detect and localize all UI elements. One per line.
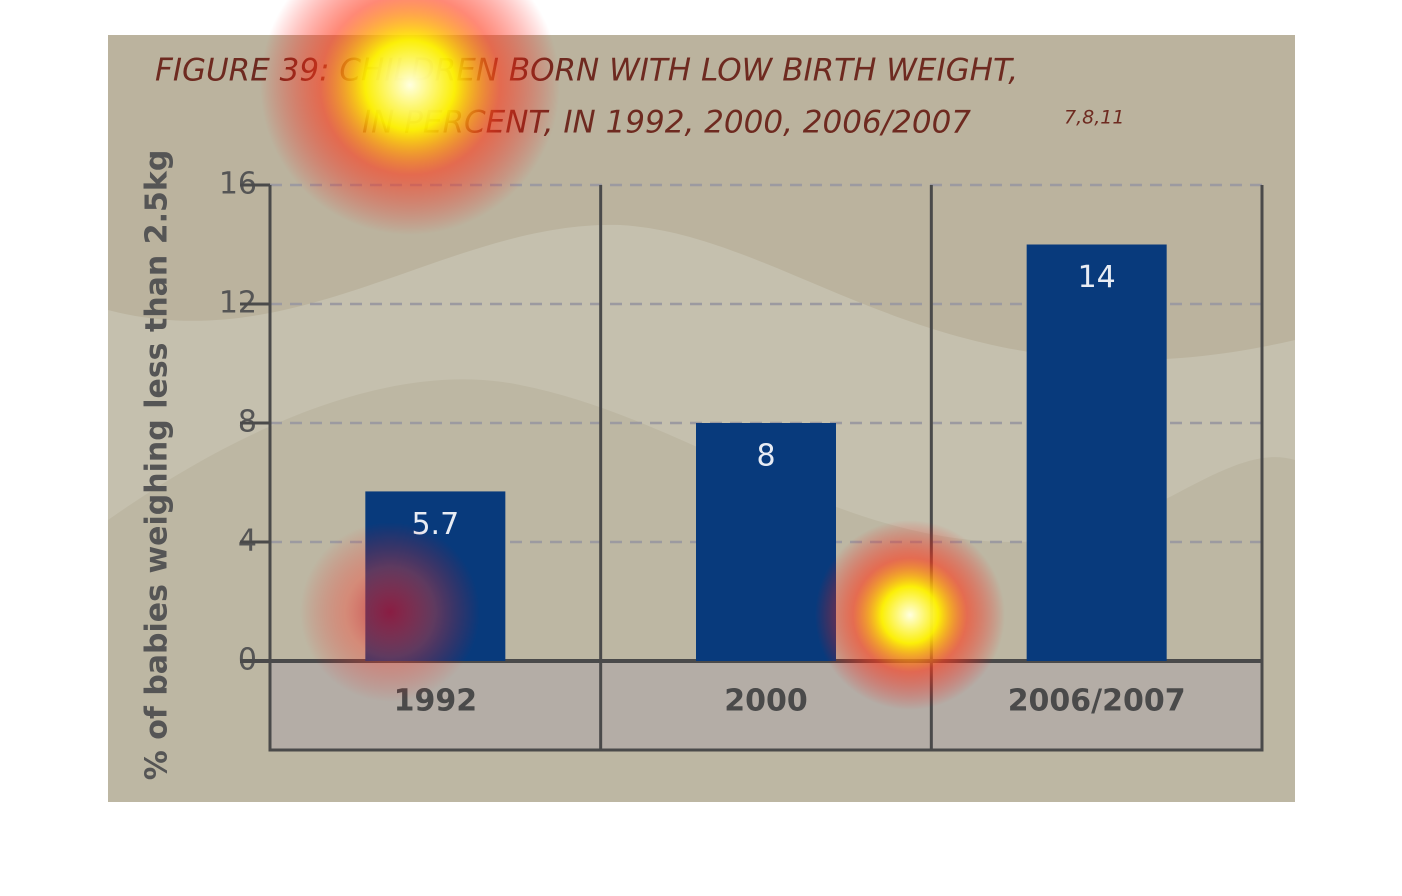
bar <box>696 423 836 661</box>
data-label: 14 <box>1078 260 1116 295</box>
bar <box>1026 244 1167 661</box>
heatmap-spot <box>815 520 1005 710</box>
x-tick-label: 2006/2007 <box>1008 684 1186 719</box>
title-superscript: 7,8,11 <box>1064 107 1124 129</box>
x-tick-label: 2000 <box>724 684 808 719</box>
heatmap-spot <box>300 522 480 702</box>
y-axis-label: % of babies weighing less than 2.5kg <box>140 150 175 781</box>
data-label: 8 <box>756 439 775 474</box>
heatmap-spot <box>260 0 560 235</box>
